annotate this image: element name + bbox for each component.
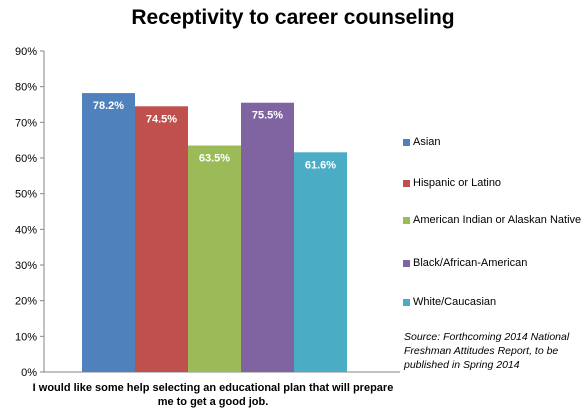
- y-tick-label: 10%: [15, 331, 37, 343]
- bars: [82, 93, 347, 373]
- x-category-label: I would like some help selecting an educ…: [32, 382, 394, 408]
- bar-2: [135, 106, 188, 373]
- y-tick-label: 60%: [15, 153, 37, 165]
- bar-value-label: 74.5%: [146, 113, 177, 125]
- legend-swatch: [403, 299, 410, 306]
- legend-label: Asian: [413, 136, 441, 148]
- y-axis: 0% 10% 20% 30% 40% 50% 60% 70% 80% 90%: [15, 46, 400, 379]
- legend-label: American Indian or Alaskan Native: [413, 214, 582, 226]
- bar-value-label: 75.5%: [252, 110, 283, 122]
- legend-label: Black/African-American: [413, 257, 528, 269]
- bar-4: [241, 102, 294, 372]
- legend-label: White/Caucasian: [413, 296, 497, 308]
- y-tick-label: 30%: [15, 260, 37, 272]
- y-tick-label: 70%: [15, 117, 37, 129]
- legend-swatch: [403, 260, 410, 267]
- bar-value-label: 61.6%: [305, 159, 336, 171]
- y-tick-label: 20%: [15, 296, 37, 308]
- legend-swatch: [403, 180, 410, 187]
- bar-3: [188, 145, 241, 372]
- y-tick-label: 90%: [15, 46, 37, 58]
- source-note: Source: Forthcoming 2014 National Freshm…: [404, 331, 570, 371]
- bar-value-labels: 78.2% 74.5% 63.5% 75.5% 61.6%: [93, 100, 336, 171]
- bar-value-label: 78.2%: [93, 100, 124, 112]
- y-tick-label: 80%: [15, 82, 37, 94]
- bar-value-label: 63.5%: [199, 153, 230, 165]
- y-tick-label: 50%: [15, 189, 37, 201]
- y-tick-label: 40%: [15, 224, 37, 236]
- y-tick-label: 0%: [21, 367, 37, 379]
- bar-1: [82, 93, 135, 372]
- legend-swatch: [403, 139, 410, 146]
- chart-title: Receptivity to career counseling: [131, 6, 455, 29]
- legend-label: Hispanic or Latino: [413, 177, 502, 189]
- bar-5: [294, 152, 347, 372]
- legend-swatch: [403, 217, 410, 224]
